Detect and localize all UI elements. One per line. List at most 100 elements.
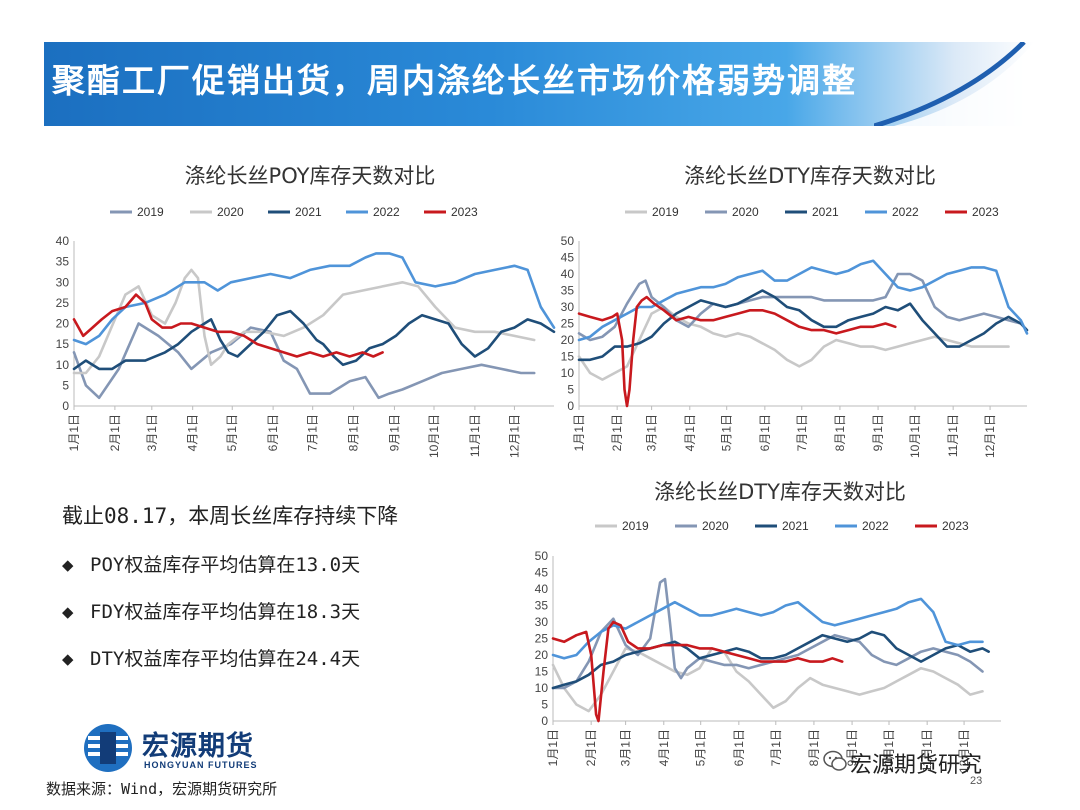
x-tick-label: 7月1日: [769, 729, 783, 766]
x-tick-label: 6月1日: [266, 414, 280, 451]
y-tick-label: 45: [561, 251, 575, 265]
summary-bullet: ◆ DTY权益库存平均估算在24.4天: [62, 644, 360, 671]
legend-label: 2019: [652, 205, 679, 219]
legend-label: 2020: [732, 205, 759, 219]
x-tick-label: 2月1日: [108, 414, 122, 451]
x-tick-label: 7月1日: [306, 414, 320, 451]
summary-bullet: ◆ POY权益库存平均估算在13.0天: [62, 550, 360, 577]
series-line-2020: [72, 268, 536, 375]
dty-inventory-chart-bottom: 2019 2020 2021 2022 2023 0 5 10 15 20 25 30 35 40 45 50…: [535, 519, 1001, 773]
x-tick-label: 9月1日: [871, 414, 885, 451]
x-tick-label: 3月1日: [619, 729, 633, 766]
y-tick-label: 5: [541, 698, 548, 712]
y-tick-label: 0: [567, 399, 574, 413]
x-tick-label: 6月1日: [732, 729, 746, 766]
legend-label: 2023: [972, 205, 999, 219]
page-title: 聚酯工厂促销出货，周内涤纶长丝市场价格弱势调整: [52, 61, 857, 100]
diamond-icon: ◆: [62, 554, 74, 576]
y-tick-label: 35: [56, 255, 70, 269]
series-line-2022: [72, 252, 556, 346]
series-line-2022: [551, 597, 984, 660]
x-tick-label: 6月1日: [758, 414, 772, 451]
x-tick-label: 12月1日: [507, 414, 521, 458]
logo-text-en: HONGYUAN FUTURES: [144, 760, 258, 770]
series-line-2019: [551, 647, 984, 713]
banner-decoration: [874, 42, 1034, 126]
y-tick-label: 20: [56, 317, 70, 331]
hongyuan-logo-icon: [84, 724, 132, 772]
wechat-account-label: 宏源期货研究: [850, 753, 983, 778]
legend-label: 2022: [373, 205, 400, 219]
dty-inventory-chart-top: 2019 2020 2021 2022 2023 0 5 10 15 20 25 30 35 40 45 50…: [561, 205, 1029, 458]
y-tick-label: 30: [535, 615, 549, 629]
x-tick-label: 10月1日: [908, 414, 922, 458]
diamond-icon: ◆: [62, 601, 74, 623]
bullet-text: POY权益库存平均估算在13.0天: [90, 554, 361, 576]
x-tick-label: 9月1日: [845, 729, 859, 766]
y-tick-label: 35: [561, 284, 575, 298]
diamond-icon: ◆: [62, 648, 74, 670]
chart2-title: 涤纶长丝DTY库存天数对比: [684, 164, 936, 188]
x-tick-label: 5月1日: [720, 414, 734, 451]
series-line-2021: [72, 309, 556, 371]
summary-bullet: ◆ FDY权益库存平均估算在18.3天: [62, 597, 360, 624]
x-tick-label: 1月1日: [546, 729, 560, 766]
bullet-text: DTY权益库存平均估算在24.4天: [90, 648, 361, 670]
x-tick-label: 11月1日: [920, 729, 934, 772]
x-tick-label: 4月1日: [683, 414, 697, 451]
x-tick-label: 8月1日: [347, 414, 361, 451]
legend-label: 2021: [295, 205, 322, 219]
y-tick-label: 25: [535, 632, 549, 646]
x-tick-label: 12月1日: [957, 729, 971, 773]
x-tick-label: 3月1日: [145, 414, 159, 451]
legend-label: 2019: [622, 519, 649, 533]
chart3-title: 涤纶长丝DTY库存天数对比: [654, 480, 906, 504]
x-tick-label: 5月1日: [225, 414, 239, 451]
series-line-2022: [577, 259, 1029, 342]
chart1-title: 涤纶长丝POY库存天数对比: [184, 164, 436, 188]
logo-text-cn: 宏源期货: [142, 731, 254, 762]
x-tick-label: 2月1日: [584, 729, 598, 766]
legend-label: 2023: [451, 205, 478, 219]
legend-label: 2020: [702, 519, 729, 533]
page-number: 23: [970, 775, 983, 787]
bullet-text: FDY权益库存平均估算在18.3天: [90, 601, 361, 623]
series-line-2023: [72, 293, 384, 358]
series-line-2023: [551, 620, 844, 723]
legend-label: 2020: [217, 205, 244, 219]
legend-label: 2023: [942, 519, 969, 533]
x-tick-label: 8月1日: [807, 729, 821, 766]
title-banner: [44, 42, 1034, 126]
x-tick-label: 9月1日: [387, 414, 401, 451]
y-tick-label: 40: [56, 234, 70, 248]
legend-label: 2019: [137, 205, 164, 219]
series-line-2021: [577, 289, 1029, 362]
y-tick-label: 40: [535, 582, 549, 596]
series-line-2023: [577, 295, 897, 408]
series-line-2020: [551, 577, 984, 690]
y-tick-label: 15: [561, 350, 575, 364]
wechat-icon: [823, 750, 847, 771]
x-tick-label: 12月1日: [983, 414, 997, 458]
y-tick-label: 10: [561, 366, 575, 380]
x-tick-label: 4月1日: [657, 729, 671, 766]
x-tick-label: 11月1日: [468, 414, 482, 457]
legend-label: 2022: [892, 205, 919, 219]
x-tick-label: 4月1日: [186, 414, 200, 451]
series-line-2020: [577, 272, 1023, 342]
y-tick-label: 5: [567, 383, 574, 397]
y-tick-label: 30: [561, 300, 575, 314]
y-tick-label: 30: [56, 275, 70, 289]
y-tick-label: 35: [535, 599, 549, 613]
y-tick-label: 5: [62, 378, 69, 392]
y-tick-label: 10: [535, 681, 549, 695]
y-tick-label: 20: [535, 648, 549, 662]
y-tick-label: 25: [56, 296, 70, 310]
x-tick-label: 1月1日: [67, 414, 81, 451]
series-line-2019: [72, 322, 536, 400]
y-tick-label: 50: [561, 234, 575, 248]
poy-inventory-chart: 2019 2020 2021 2022 2023 0 5 10 15 20 25 30 35 40 1月1日…: [56, 205, 556, 458]
legend-label: 2021: [812, 205, 839, 219]
y-tick-label: 15: [56, 337, 70, 351]
data-source: 数据来源：Wind，宏源期货研究所: [46, 780, 278, 798]
